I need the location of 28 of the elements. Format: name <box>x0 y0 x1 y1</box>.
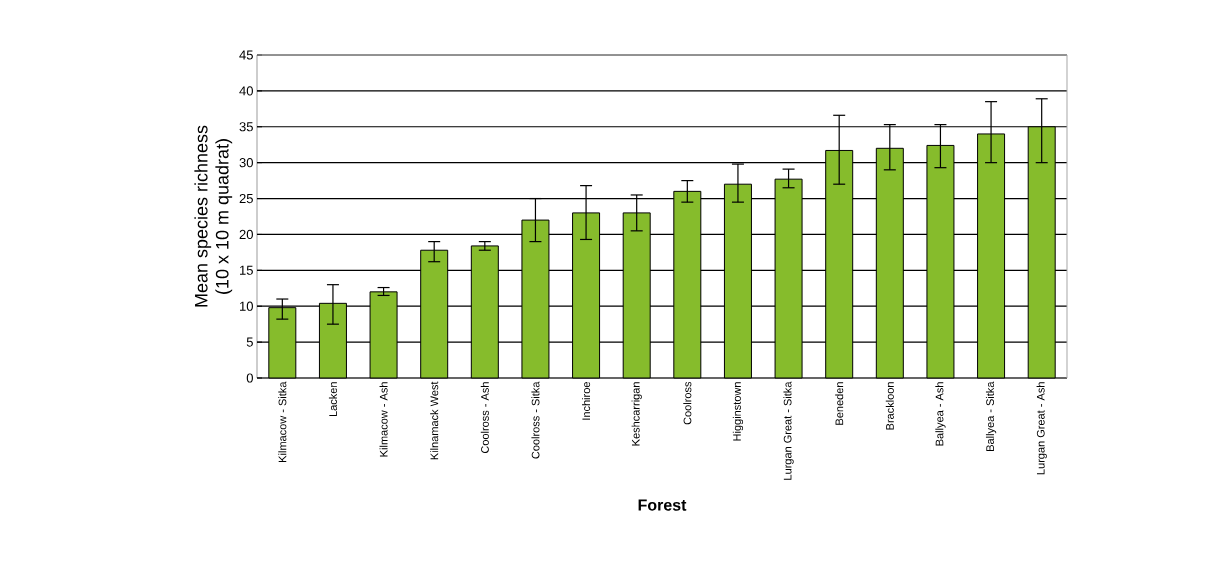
y-tick-label: 5 <box>246 337 253 347</box>
y-tick-label: 30 <box>239 158 253 168</box>
x-tick-label: Kilmacow - Ash <box>379 382 388 457</box>
x-tick-label: Coolross <box>683 381 692 425</box>
x-axis-title: Forest <box>638 499 687 511</box>
x-tick-label: Lacken <box>328 382 337 417</box>
x-tick-label: Coolross - Sitka <box>531 381 540 459</box>
y-tick-label: 35 <box>239 122 253 132</box>
y-tick-label: 45 <box>239 50 253 60</box>
y-tick-label: 0 <box>246 373 253 383</box>
x-tick-label: Lurgan Great - Ash <box>1036 382 1047 475</box>
x-tick-label: Ballyea - Sitka <box>985 381 997 451</box>
x-tick-label: Ballyea - Ash <box>935 382 946 446</box>
y-tick-label: 20 <box>239 229 253 240</box>
x-tick-label: Inchiroe <box>582 382 591 420</box>
y-axis-title: Mean species richness (10 x 10 m quadrat) <box>194 125 233 307</box>
x-tick-label: Keshcarrigan <box>631 382 642 446</box>
x-tick-label: Higginstown <box>732 382 744 441</box>
x-tick-label: Kilmacow - Sitka <box>278 381 287 462</box>
y-tick-label: 15 <box>240 265 253 275</box>
y-tick-label: 40 <box>239 86 253 96</box>
y-tick-label: 10 <box>240 301 253 311</box>
x-tick-label: Beneden <box>835 382 844 425</box>
y-tick-label: 25 <box>239 193 253 204</box>
x-tick-label: Brackloon <box>885 382 894 430</box>
x-tick-label: Kilnamack West <box>430 381 439 460</box>
x-tick-label: Coolross - Ash <box>480 382 489 454</box>
x-tick-label: Lurgan Great - Sitka <box>783 381 794 480</box>
